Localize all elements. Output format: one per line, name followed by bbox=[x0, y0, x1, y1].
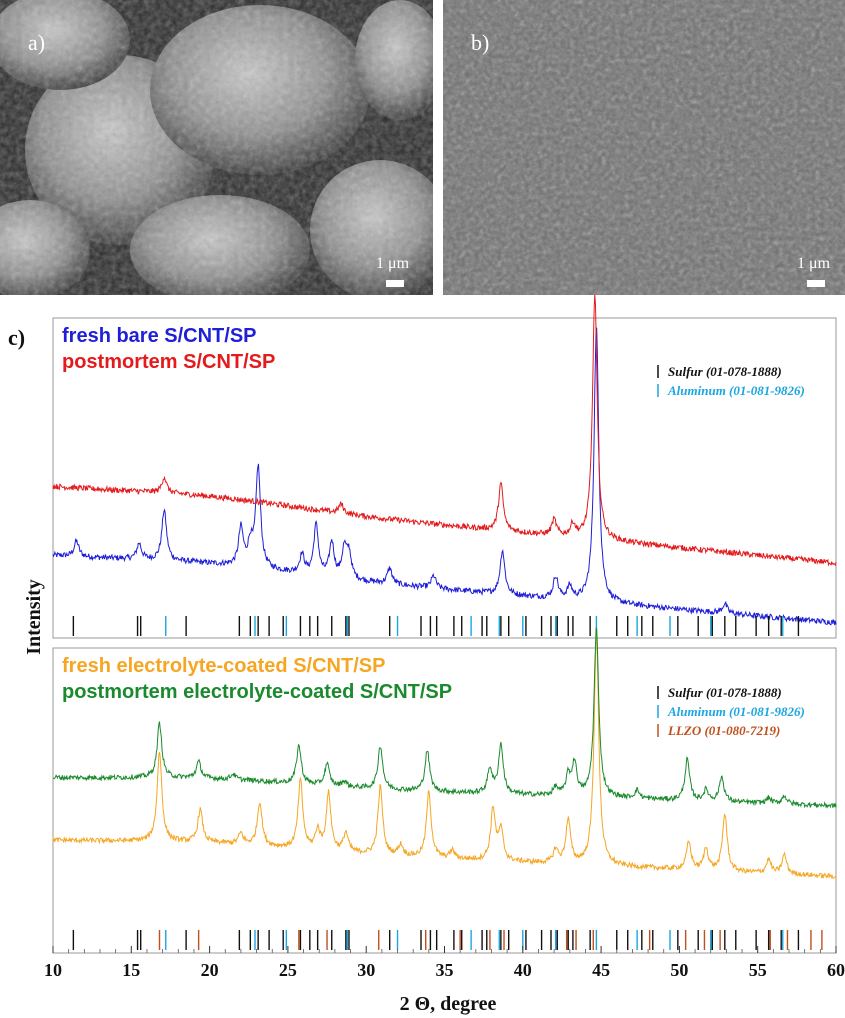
x-axis-title: 2 Θ, degree bbox=[400, 993, 497, 1015]
x-tick-label: 50 bbox=[670, 960, 688, 980]
reference-legend-label: Sulfur (01-078-1888) bbox=[668, 364, 782, 379]
panel-frame bbox=[52, 317, 837, 639]
legend-entry: postmortem electrolyte-coated S/CNT/SP bbox=[62, 681, 452, 703]
reference-legend-label: Aluminum (01-081-9826) bbox=[667, 704, 805, 719]
scale-label-a: 1 μm bbox=[376, 255, 410, 272]
sem-micrograph-b bbox=[443, 0, 845, 295]
legend-entry: fresh bare S/CNT/SP bbox=[62, 325, 257, 347]
legend-entry: postmortem S/CNT/SP bbox=[62, 351, 275, 373]
x-tick-label: 40 bbox=[514, 960, 532, 980]
reference-legend-label: Aluminum (01-081-9826) bbox=[667, 383, 805, 398]
x-tick-label: 55 bbox=[749, 960, 767, 980]
x-tick-label: 15 bbox=[122, 960, 140, 980]
xrd-top-panel: fresh bare S/CNT/SP postmortem S/CNT/SP Su… bbox=[52, 294, 837, 639]
sem-image-b: b) 1 μm bbox=[443, 0, 845, 295]
series-line bbox=[52, 294, 837, 567]
series-line bbox=[52, 627, 837, 809]
sem-micrograph-a bbox=[0, 0, 433, 295]
series-line bbox=[52, 634, 837, 880]
x-tick-label: 20 bbox=[201, 960, 219, 980]
panel-label-b: b) bbox=[471, 30, 490, 55]
scale-bar-a bbox=[386, 280, 404, 287]
panel-label-a: a) bbox=[28, 30, 46, 55]
x-tick-label: 25 bbox=[279, 960, 297, 980]
x-tick-label: 10 bbox=[44, 960, 62, 980]
series-line bbox=[52, 326, 837, 626]
legend-entry: fresh electrolyte-coated S/CNT/SP bbox=[62, 655, 385, 677]
reference-legend-label: LLZO (01-080-7219) bbox=[667, 723, 780, 738]
x-axis: 10 15 20 25 30 35 40 45 50 55 60 bbox=[44, 946, 845, 980]
sem-image-a: a) 1 μm bbox=[0, 0, 433, 295]
x-tick-label: 35 bbox=[436, 960, 454, 980]
y-axis-title: Intensity bbox=[23, 579, 45, 655]
xrd-bottom-panel: fresh electrolyte-coated S/CNT/SP postmor… bbox=[52, 627, 837, 954]
x-tick-label: 45 bbox=[592, 960, 610, 980]
x-tick-label: 30 bbox=[357, 960, 375, 980]
scale-label-b: 1 μm bbox=[797, 255, 831, 272]
reference-legend-label: Sulfur (01-078-1888) bbox=[668, 685, 782, 700]
panel-label-c: c) bbox=[8, 325, 26, 350]
scale-bar-b bbox=[807, 280, 825, 287]
x-tick-label: 60 bbox=[827, 960, 845, 980]
